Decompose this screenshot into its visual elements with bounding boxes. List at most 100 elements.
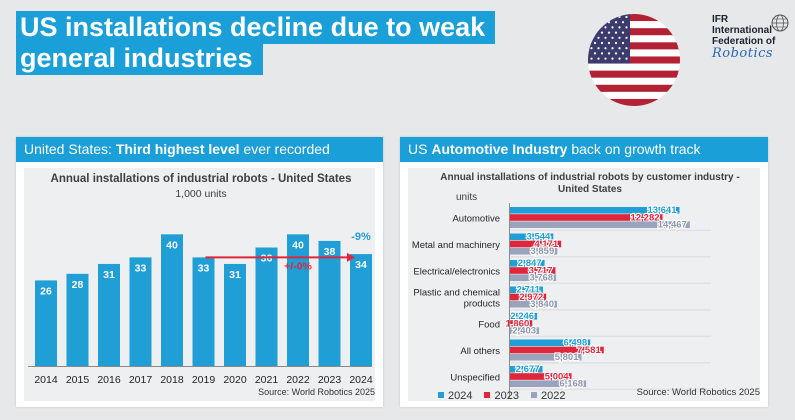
flag-star xyxy=(621,21,625,24)
flag-star xyxy=(625,15,628,19)
bar-2021 xyxy=(255,247,278,366)
flag-star xyxy=(590,26,593,29)
flag-star xyxy=(625,47,628,50)
flag-star xyxy=(600,52,604,55)
bar-2023 xyxy=(509,346,604,354)
flag-star xyxy=(590,57,593,60)
flag-stripe xyxy=(588,98,680,106)
ifr-logo-acronym: IFR xyxy=(712,14,729,25)
flag-star xyxy=(604,57,607,60)
x-tick-label: 2017 xyxy=(129,374,153,386)
flag-star xyxy=(604,36,607,39)
bar-2020 xyxy=(224,263,246,366)
legend-swatch xyxy=(530,392,537,398)
bar-value-label: 6,168 xyxy=(559,379,583,390)
group-shadow xyxy=(511,362,711,364)
flag-star xyxy=(621,31,625,34)
flag-star xyxy=(597,57,600,60)
x-tick-label: 2022 xyxy=(286,374,310,386)
x-tick-label: 2023 xyxy=(318,374,342,386)
bar-value-label: 40 xyxy=(166,239,178,251)
bar-value-label: 38 xyxy=(324,246,336,258)
flag-star xyxy=(593,52,597,55)
flag-stripe xyxy=(588,49,680,57)
bar-value-label: 2,246 xyxy=(510,311,534,322)
flag-star xyxy=(597,47,600,50)
trend-arrow-head xyxy=(347,252,355,262)
bar-value-label: 3,768 xyxy=(529,273,553,284)
category-label: Automotive xyxy=(452,213,500,224)
group-shadow xyxy=(511,229,711,232)
chart-title-line-1: Annual installations of industrial robot… xyxy=(440,172,739,183)
flag-star xyxy=(611,15,614,19)
bar-value-label: 33 xyxy=(198,262,210,274)
ifr-logo-robotics-script: Robotics xyxy=(712,46,774,61)
flag-star xyxy=(590,47,593,50)
bar-2023 xyxy=(509,267,556,274)
flag-stripe xyxy=(588,84,680,93)
bar-2023 xyxy=(509,214,663,221)
bar-value-label: 1,860 xyxy=(505,318,529,329)
bar-2024 xyxy=(509,313,538,320)
flag-stripe xyxy=(588,63,680,71)
flag-star xyxy=(614,21,618,24)
flag-star xyxy=(597,26,600,29)
right-panel-header-suffix: back on growth track xyxy=(567,141,701,157)
flag-star xyxy=(618,36,621,39)
flag-stripe xyxy=(588,28,680,36)
flag-star xyxy=(611,47,614,50)
annual-installations-chart: Annual installations of industrial robot… xyxy=(24,168,375,401)
annual-installations-panel: United States: Third highest level ever … xyxy=(16,137,383,407)
bar-2024 xyxy=(509,366,543,373)
flag-star xyxy=(597,36,600,39)
ifr-logo-line-international: International xyxy=(712,25,773,36)
flag-star xyxy=(600,21,604,24)
bar-value-label: 34 xyxy=(355,259,367,271)
x-tick-label: 2015 xyxy=(66,374,90,386)
x-tick-label: 2021 xyxy=(255,374,279,386)
bar-2015 xyxy=(66,273,89,366)
category-label: Plastic and chemical xyxy=(413,287,500,298)
source-note: Source: World Robotics 2025 xyxy=(258,387,375,397)
group-shadow xyxy=(511,282,711,285)
bar-2023 xyxy=(318,240,341,366)
bar-value-label: 3,840 xyxy=(530,299,554,310)
flag-star xyxy=(604,26,607,29)
bar-2023 xyxy=(509,240,562,248)
flag-star xyxy=(604,15,607,19)
bar-value-label: 31 xyxy=(229,269,241,281)
flag-stripe xyxy=(588,35,680,43)
bar-value-label: 2,403 xyxy=(512,326,536,337)
flag-star xyxy=(604,47,607,50)
bar-2024 xyxy=(509,260,545,267)
bar-value-label: 13,641 xyxy=(647,205,677,216)
bar-value-label: 2,972 xyxy=(519,292,543,303)
group-shadow xyxy=(511,256,711,258)
flag-star xyxy=(611,57,614,60)
bar-value-label: 31 xyxy=(103,269,115,281)
flag-star xyxy=(621,41,625,45)
legend-label: 2023 xyxy=(494,390,519,402)
flag-stripe xyxy=(588,21,680,29)
flag-stripe xyxy=(588,70,680,78)
flag-star xyxy=(600,31,604,34)
flag-stripe xyxy=(588,56,680,64)
bar-value-label: 2,847 xyxy=(518,258,542,269)
change-annotation: -9% xyxy=(351,231,371,243)
bar-value-label: 12,282 xyxy=(630,212,659,223)
bar-value-label: 28 xyxy=(72,279,84,291)
legend-item-2023: 2023 xyxy=(484,390,519,402)
flag-stripe xyxy=(588,42,680,50)
flag-star xyxy=(590,36,593,39)
us-flag-icon xyxy=(588,14,680,106)
x-tick-label: 2014 xyxy=(34,374,58,386)
flag-star xyxy=(625,26,628,29)
flag-star xyxy=(607,31,611,34)
bar-value-label: 40 xyxy=(292,239,304,251)
bar-value-label: 5,801 xyxy=(555,352,579,363)
flag-star xyxy=(593,31,597,34)
bar-2018 xyxy=(161,234,183,366)
right-panel-header-bold: Automotive Industry xyxy=(431,141,568,157)
bar-2019 xyxy=(192,257,215,366)
unit-label: units xyxy=(456,192,477,203)
